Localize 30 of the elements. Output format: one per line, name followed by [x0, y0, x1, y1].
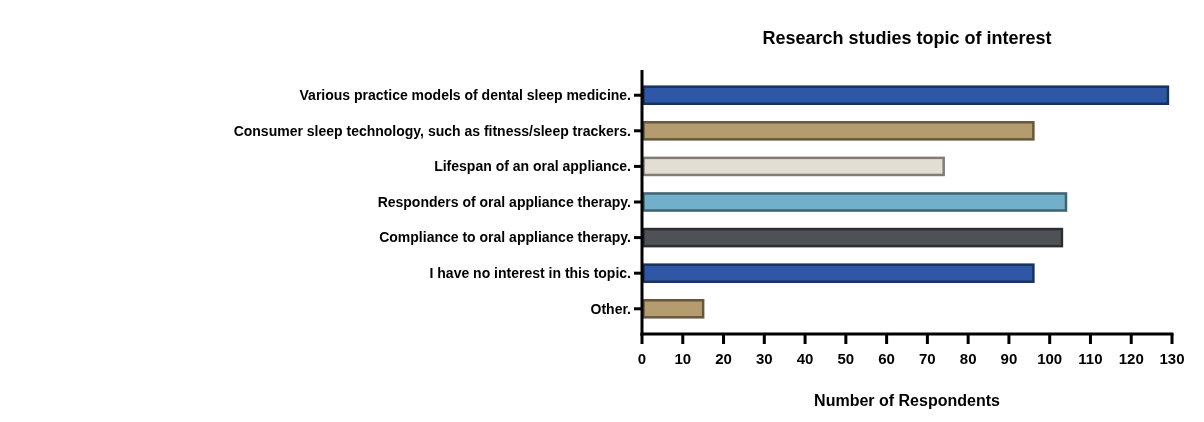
x-tick-label: 70	[919, 350, 936, 367]
x-tick-label: 110	[1078, 350, 1103, 367]
x-tick-label: 20	[715, 350, 732, 367]
y-tick-label: Lifespan of an oral appliance.	[434, 158, 631, 175]
bar	[642, 156, 945, 177]
x-tick-label: 60	[878, 350, 895, 367]
x-tick-label: 50	[837, 350, 855, 367]
bar	[642, 192, 1068, 212]
x-tick-label: 120	[1118, 350, 1144, 367]
x-tick-label: 0	[637, 350, 647, 367]
x-tick-label: 30	[755, 350, 773, 367]
x-tick-label: 80	[959, 350, 977, 367]
bar	[642, 85, 1170, 106]
bar	[642, 263, 1035, 283]
x-tick-label: 40	[796, 350, 814, 367]
chart-title: Research studies topic of interest	[762, 28, 1052, 48]
x-tick-label: 10	[674, 350, 692, 367]
y-tick-label: Other.	[590, 300, 631, 317]
x-tick-label: 130	[1159, 350, 1185, 367]
y-tick-label: Consumer sleep technology, such as fitness/sleep trackers.	[233, 122, 631, 139]
bar	[642, 227, 1064, 248]
y-tick-label: Various practice models of dental sleep medicine.	[299, 87, 631, 104]
bar	[642, 121, 1035, 141]
x-tick-label: 100	[1037, 350, 1063, 367]
y-tick-label: Responders of oral appliance therapy.	[377, 193, 631, 210]
x-tick-label: 90	[1000, 350, 1018, 367]
y-tick-label: Compliance to oral appliance therapy.	[379, 229, 631, 246]
bar	[642, 298, 705, 319]
y-tick-label: I have no interest in this topic.	[429, 265, 631, 282]
x-axis-title: Number of Respondents	[814, 392, 1000, 409]
